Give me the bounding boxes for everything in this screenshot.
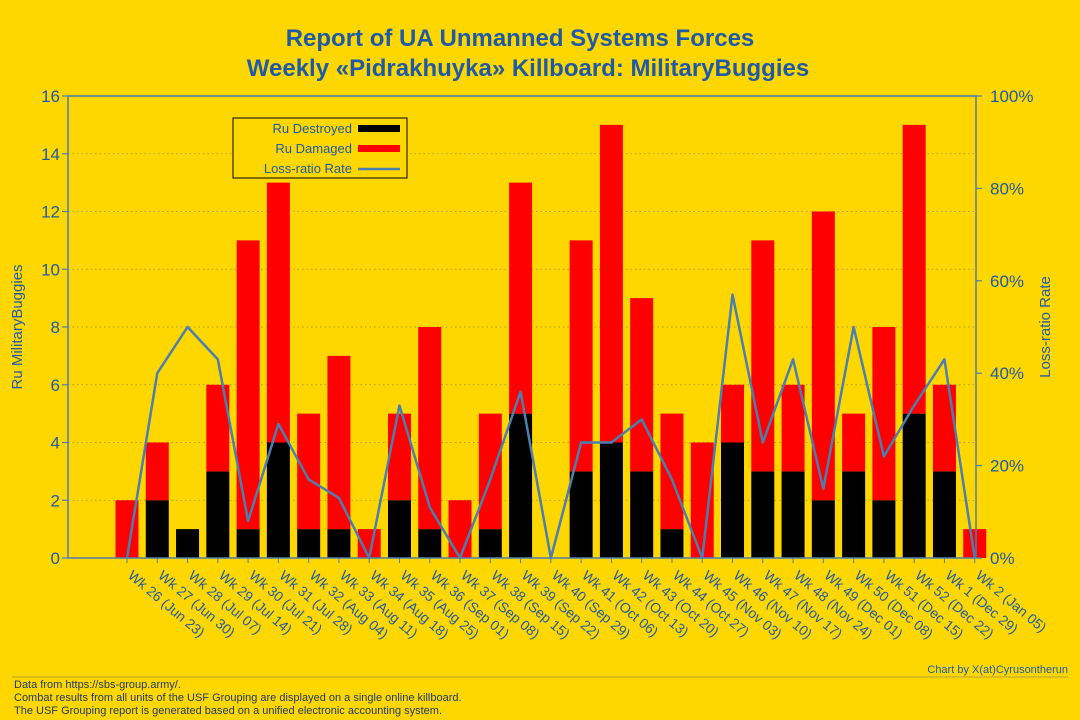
bar-destroyed [387, 500, 411, 558]
bar-damaged [599, 124, 623, 443]
bar-damaged [297, 413, 321, 530]
bar-destroyed [176, 529, 200, 558]
y-tick-label: 2 [51, 491, 60, 510]
y2-tick-label: 80% [990, 179, 1024, 198]
y2-axis-ticks: 0% 20% 40% 60% 80% 100% [976, 87, 1033, 568]
bar-damaged [872, 327, 896, 501]
bar-destroyed [721, 442, 745, 558]
bar-destroyed [599, 442, 623, 558]
y2-axis-label: Loss-ratio Rate [1037, 276, 1054, 378]
bar-damaged [266, 182, 290, 443]
bar-damaged [206, 384, 230, 472]
bar-destroyed [781, 471, 805, 558]
legend-label-loss-ratio: Loss-ratio Rate [264, 161, 352, 176]
bar-damaged [902, 124, 926, 414]
y2-tick-label: 60% [990, 272, 1024, 291]
legend-label-damaged: Ru Damaged [275, 141, 352, 156]
chart-credit: Chart by X(at)Cyrusontherun [927, 664, 1068, 676]
bar-destroyed [206, 471, 230, 558]
chart-subtitle: Weekly «Pidrakhuyka» Killboard: Military… [247, 55, 809, 82]
footnote-accounting: The USF Grouping report is generated bas… [14, 705, 442, 717]
bar-destroyed [569, 471, 593, 558]
bar-damaged [387, 413, 411, 501]
bar-destroyed [266, 442, 290, 558]
bar-damaged [630, 298, 654, 472]
bar-destroyed [660, 529, 684, 558]
bar-damaged [115, 500, 139, 558]
legend-label-destroyed: Ru Destroyed [273, 121, 352, 136]
y-tick-label: 8 [51, 318, 60, 337]
bar-destroyed [872, 500, 896, 558]
bar-destroyed [297, 529, 321, 558]
y2-tick-label: 20% [990, 457, 1024, 476]
bar-damaged [327, 355, 351, 530]
bar-destroyed [145, 500, 169, 558]
y-tick-label: 4 [51, 434, 60, 453]
bar-damaged [781, 384, 805, 472]
y-tick-label: 12 [41, 203, 60, 222]
bar-damaged [236, 240, 260, 530]
y-axis-ticks: 0 2 4 6 8 10 12 14 16 [41, 87, 68, 568]
bar-destroyed [902, 413, 926, 558]
bar-destroyed [418, 529, 442, 558]
x-axis-ticks: Wk 26 (Jun 23)Wk 27 (Jun 30)Wk 28 (Jul 0… [125, 558, 1050, 642]
bar-damaged [690, 442, 714, 558]
y-tick-label: 14 [41, 145, 60, 164]
bar-damaged [569, 240, 593, 472]
bar-damaged [842, 413, 866, 472]
bar-damaged [932, 384, 956, 472]
bar-destroyed [842, 471, 866, 558]
y2-tick-label: 100% [990, 87, 1033, 106]
legend-swatch-damaged [358, 145, 400, 152]
bar-destroyed [236, 529, 260, 558]
y-tick-label: 16 [41, 87, 60, 106]
bar-damaged [963, 529, 987, 558]
bar-damaged [660, 413, 684, 530]
bar-damaged [448, 500, 472, 558]
bar-damaged [418, 327, 442, 530]
bar-damaged [509, 182, 533, 414]
bar-destroyed [932, 471, 956, 558]
bar-destroyed [630, 471, 654, 558]
y2-tick-label: 0% [990, 549, 1015, 568]
bar-destroyed [478, 529, 502, 558]
bar-destroyed [509, 413, 533, 558]
bar-damaged [478, 413, 502, 530]
chart-title: Report of UA Unmanned Systems Forces [286, 25, 755, 52]
footnote-source: Data from https://sbs-group.army/. [14, 679, 181, 691]
legend-swatch-destroyed [358, 125, 400, 132]
bar-destroyed [811, 500, 835, 558]
legend: Ru Destroyed Ru Damaged Loss-ratio Rate [232, 117, 408, 179]
y-axis-label: Ru MilitaryBuggies [9, 264, 26, 389]
bar-destroyed [751, 471, 775, 558]
y-tick-label: 6 [51, 376, 60, 395]
bar-destroyed [327, 529, 351, 558]
y2-tick-label: 40% [990, 364, 1024, 383]
y-tick-label: 10 [41, 260, 60, 279]
bars [115, 124, 987, 558]
bar-damaged [145, 442, 169, 501]
y-tick-label: 0 [51, 549, 60, 568]
bar-damaged [357, 529, 381, 558]
bar-damaged [811, 211, 835, 501]
bar-damaged [721, 384, 745, 443]
footnote-killboard: Combat results from all units of the USF… [14, 692, 462, 704]
